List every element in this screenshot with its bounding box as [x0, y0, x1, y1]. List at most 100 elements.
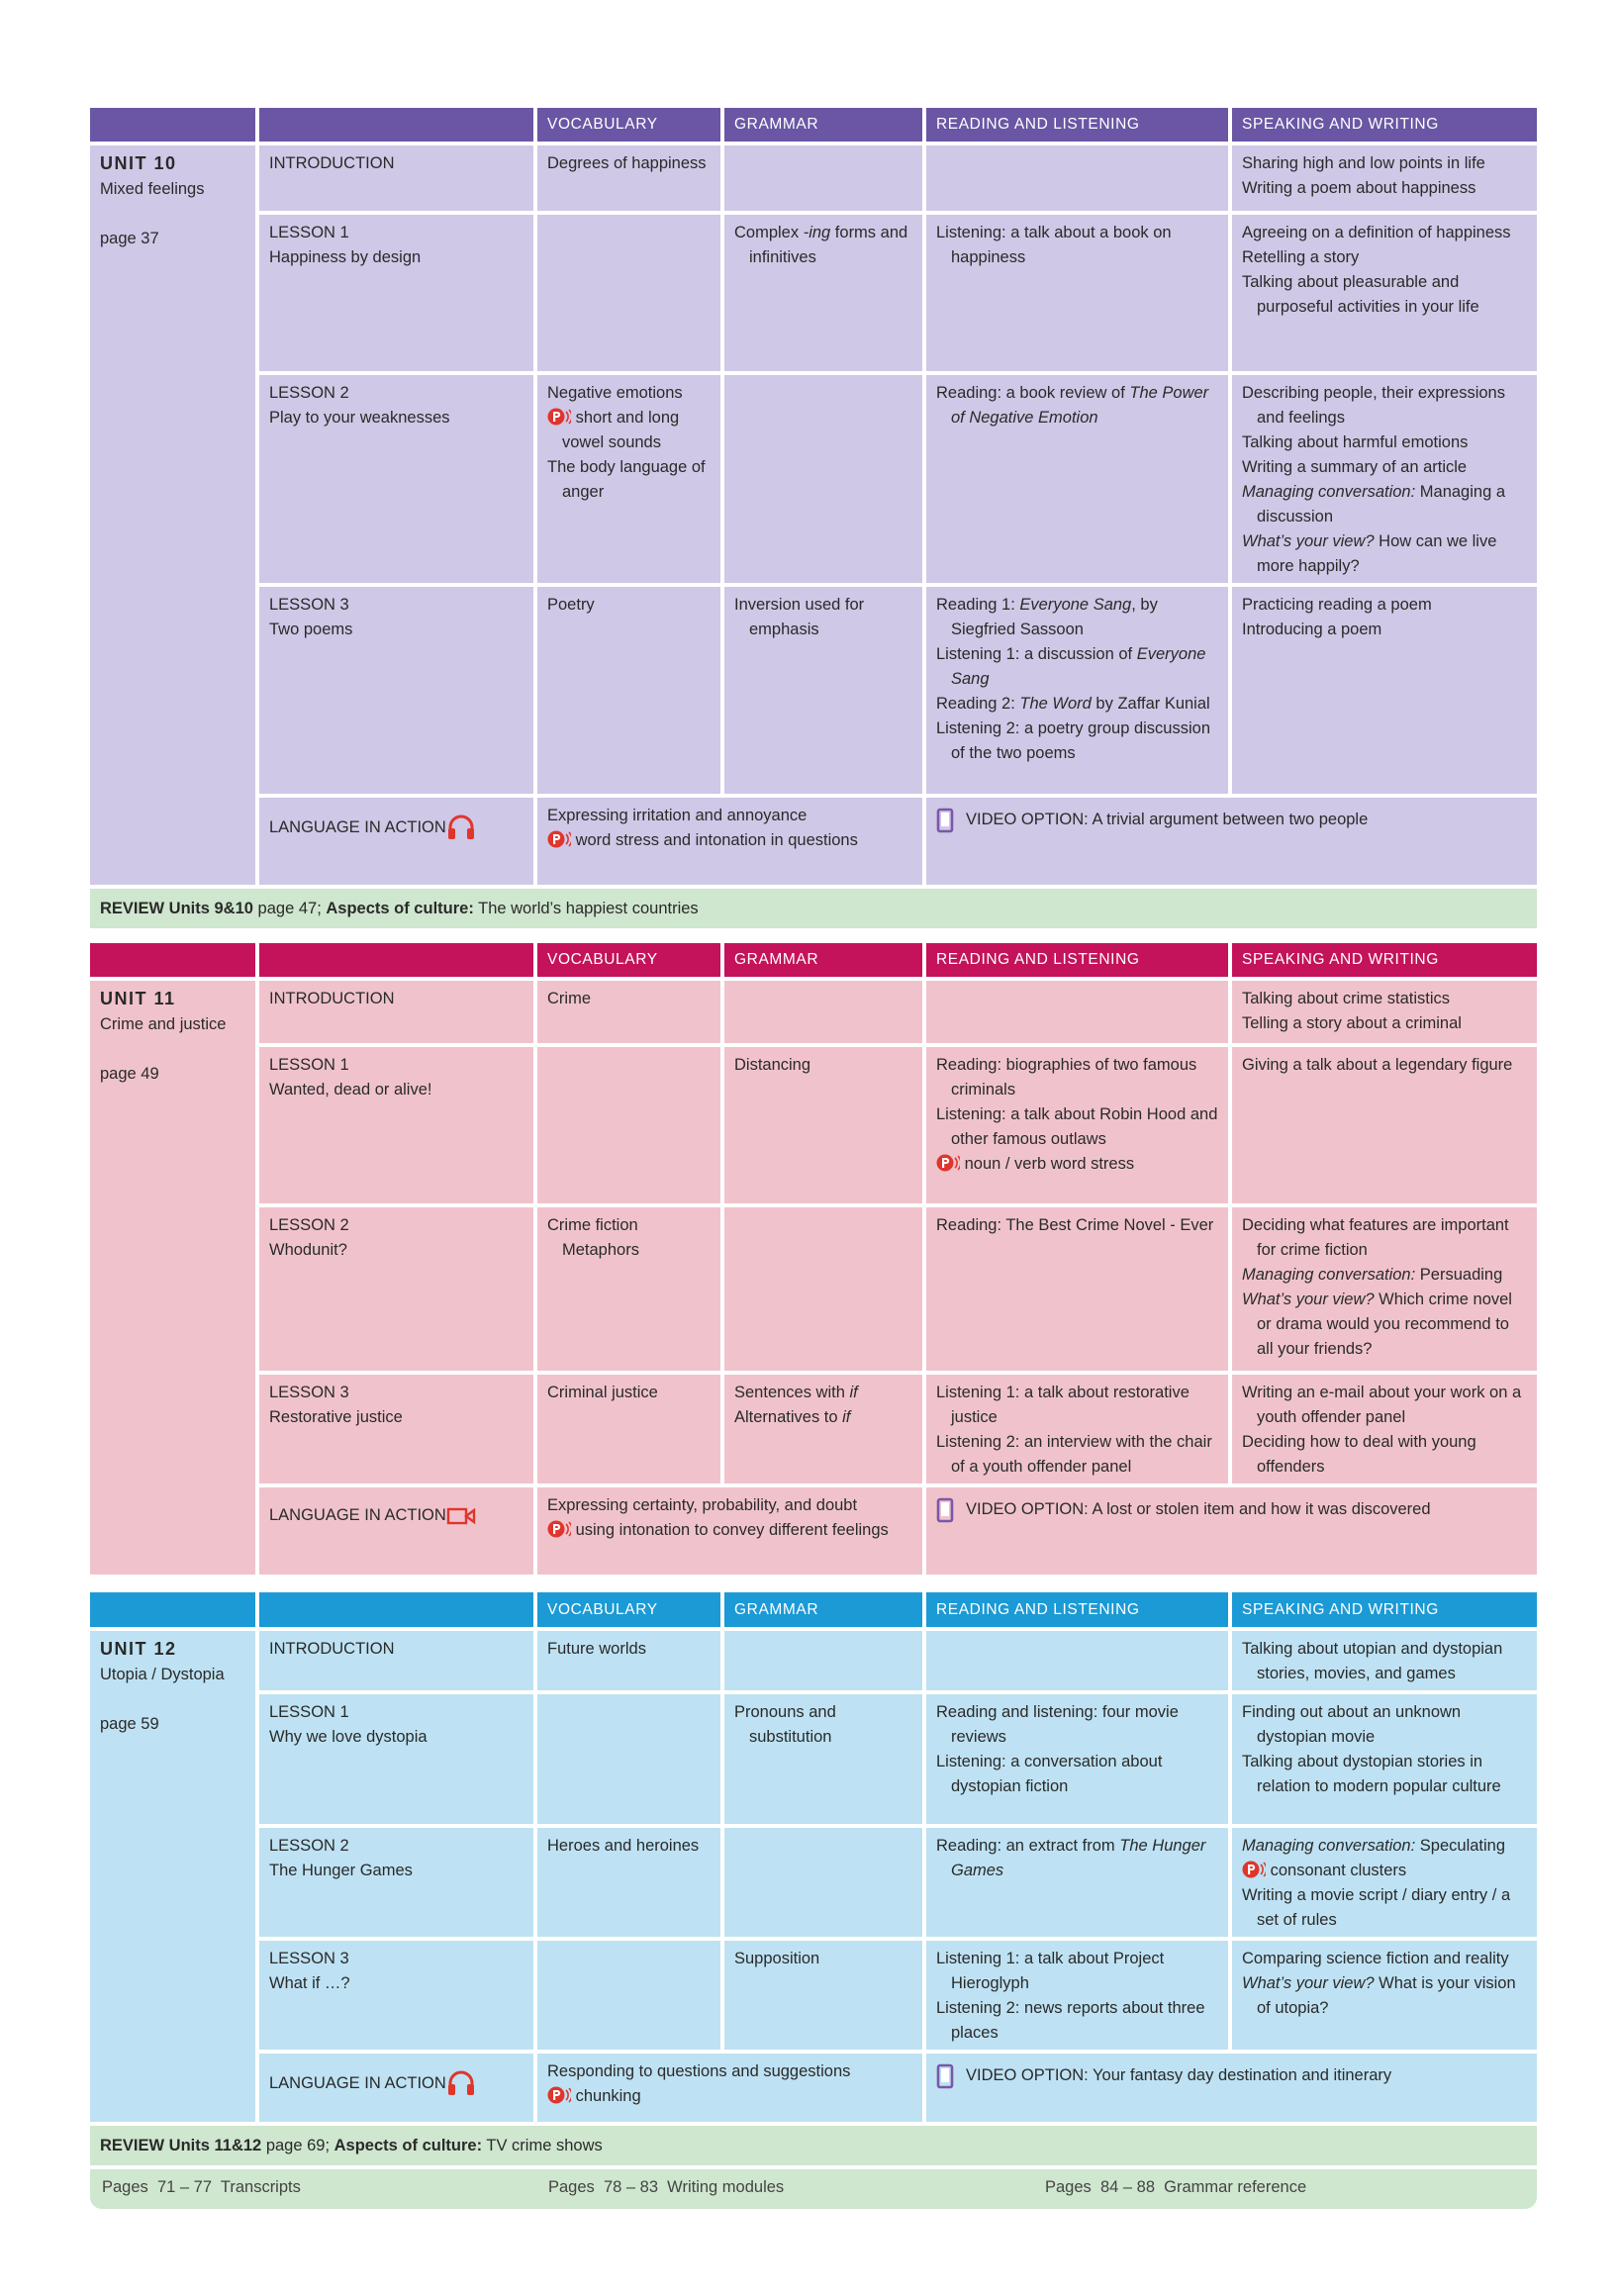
spacer [100, 1687, 247, 1712]
entry: Expressing certainty, probability, and d… [547, 1493, 914, 1518]
header-cell: VOCABULARY [537, 1592, 720, 1627]
text: Expressing certainty, probability, and d… [547, 1496, 858, 1514]
text: Heroes and heroines [547, 1837, 700, 1855]
text: Practicing reading a poem [1242, 596, 1432, 614]
icon-shape [941, 2068, 949, 2082]
header-cell: SPEAKING AND WRITING [1232, 943, 1537, 977]
content-cell: Reading: biographies of two famous crimi… [926, 1047, 1228, 1203]
text: Complex [734, 224, 804, 241]
spacer [100, 1037, 247, 1062]
lesson-text: The Hunger Games [269, 1862, 413, 1879]
video-icon [936, 808, 954, 833]
text: Crime fiction Metaphors [547, 1216, 639, 1259]
entry: What’s your view? How can we live more h… [1242, 529, 1529, 579]
review-bar: REVIEW Units 11&12 page 69; Aspects of c… [90, 2126, 1537, 2165]
entry: Distancing [734, 1053, 914, 1078]
text: Listening 1: a talk about restorative ju… [936, 1384, 1190, 1426]
italic-text: Managing conversation: [1242, 1266, 1416, 1284]
entry: Writing an e-mail about your work on a y… [1242, 1381, 1529, 1430]
lia-video: VIDEO OPTION: Your fantasy day destinati… [926, 2054, 1537, 2122]
content-cell: Distancing [724, 1047, 922, 1203]
header-cell: VOCABULARY [537, 943, 720, 977]
lesson-text: LESSON 1 [269, 224, 349, 241]
header-cell: READING AND LISTENING [926, 1592, 1228, 1627]
pronunciation-icon [936, 1154, 962, 1172]
entry: Comparing science fiction and reality [1242, 1947, 1529, 1971]
content-cell: Crime fiction Metaphors [537, 1207, 720, 1371]
header-cell: SPEAKING AND WRITING [1232, 1592, 1537, 1627]
entry: Listening 2: a poetry group discussion o… [936, 717, 1220, 766]
text: Listening 2: an interview with the chair… [936, 1433, 1212, 1476]
text: Agreeing on a definition of happiness [1242, 224, 1511, 241]
text: chunking [575, 2087, 641, 2105]
content-cell [724, 1631, 922, 1690]
entry: Agreeing on a definition of happiness [1242, 221, 1529, 245]
lia-cell: LANGUAGE IN ACTION [259, 798, 533, 885]
unit-number: UNIT 12 [100, 1639, 177, 1659]
icon-shape [565, 1521, 573, 1537]
content-cell: Reading 1: Everyone Sang, by Siegfried S… [926, 587, 1228, 794]
text: Reading: an extract from [936, 1837, 1120, 1855]
italic-text: The Hunger Games [951, 1837, 1206, 1879]
unit-line: UNIT 10 [100, 151, 247, 177]
header-cell: GRAMMAR [724, 1592, 922, 1627]
text: Listening: a conversation about dystopia… [936, 1753, 1163, 1795]
icon-shape [448, 814, 474, 831]
lesson-text: INTRODUCTION [269, 1640, 395, 1658]
lia-video: VIDEO OPTION: A trivial argument between… [926, 798, 1537, 885]
lesson-text: INTRODUCTION [269, 154, 395, 172]
italic-text: Everyone Sang [1019, 596, 1132, 614]
content-cell: Heroes and heroines [537, 1828, 720, 1937]
unit-title: Mixed feelings [100, 180, 205, 198]
icon-shape [936, 808, 954, 833]
lesson-cell: LESSON 1 Why we love dystopia [259, 1694, 533, 1824]
content-cell: Inversion used for emphasis [724, 587, 922, 794]
spacer [90, 928, 1537, 943]
content-cell: Reading: an extract from The Hunger Game… [926, 1828, 1228, 1937]
entry: consonant clusters [1242, 1859, 1529, 1883]
entry: Reading: biographies of two famous crimi… [936, 1053, 1220, 1102]
text: Inversion used for emphasis [734, 596, 865, 638]
lia-label: LANGUAGE IN ACTION [269, 804, 525, 841]
unit-title: Crime and justice [100, 1015, 227, 1033]
text: How can we live more happily? [1257, 532, 1497, 575]
entry: Writing a poem about happiness [1242, 176, 1529, 201]
content-cell: Supposition [724, 1941, 922, 2050]
text: Pronouns and substitution [734, 1703, 836, 1746]
content-cell: Complex -ing forms and infinitives [724, 215, 922, 371]
entry: Talking about utopian and dystopian stor… [1242, 1637, 1529, 1686]
entry: Crime [547, 987, 713, 1011]
entry: Listening 1: a talk about restorative ju… [936, 1381, 1220, 1430]
entry: Reading: an extract from The Hunger Game… [936, 1834, 1220, 1883]
content-cell: Finding out about an unknown dystopian m… [1232, 1694, 1537, 1824]
lesson-text: LESSON 3 [269, 596, 349, 614]
lesson-text: Whodunit? [269, 1241, 347, 1259]
header-cell [90, 108, 255, 142]
header-cell: GRAMMAR [724, 943, 922, 977]
content-cell: Negative emotions short and long vowel s… [537, 375, 720, 583]
footer-text: Pages 71 – 77 Transcripts [102, 2178, 301, 2196]
header-cell: GRAMMAR [724, 108, 922, 142]
entry: Finding out about an unknown dystopian m… [1242, 1700, 1529, 1750]
lesson-cell: LESSON 3 What if …? [259, 1941, 533, 2050]
unit-cell: UNIT 12 Utopia / Dystopia page 59 [90, 1631, 255, 2122]
entry: Talking about crime statistics [1242, 987, 1529, 1011]
lesson-text: INTRODUCTION [269, 990, 395, 1007]
content-cell: Writing an e-mail about your work on a y… [1232, 1375, 1537, 1483]
bold-text: REVIEW Units 9&10 [100, 899, 253, 917]
unit-table: VOCABULARY GRAMMAR READING AND LISTENING SP… [90, 1592, 1537, 2122]
icon-shape [565, 409, 573, 425]
bold-text: Aspects of culture: [326, 899, 474, 917]
entry: Poetry [547, 593, 713, 618]
text: page 47; [252, 899, 327, 917]
header-cell: READING AND LISTENING [926, 943, 1228, 977]
lesson-text: LESSON 2 [269, 1837, 349, 1855]
text: The body language of anger [547, 458, 706, 501]
entry: Listening: a conversation about dystopia… [936, 1750, 1220, 1799]
headphones-icon [447, 2070, 474, 2095]
unit-line: UNIT 12 [100, 1637, 247, 1663]
icon-shape [466, 828, 474, 839]
text: Describing people, their expressions and… [1242, 384, 1505, 427]
content-cell: Talking about crime statistics Telling a … [1232, 981, 1537, 1043]
entry: Retelling a story [1242, 245, 1529, 270]
